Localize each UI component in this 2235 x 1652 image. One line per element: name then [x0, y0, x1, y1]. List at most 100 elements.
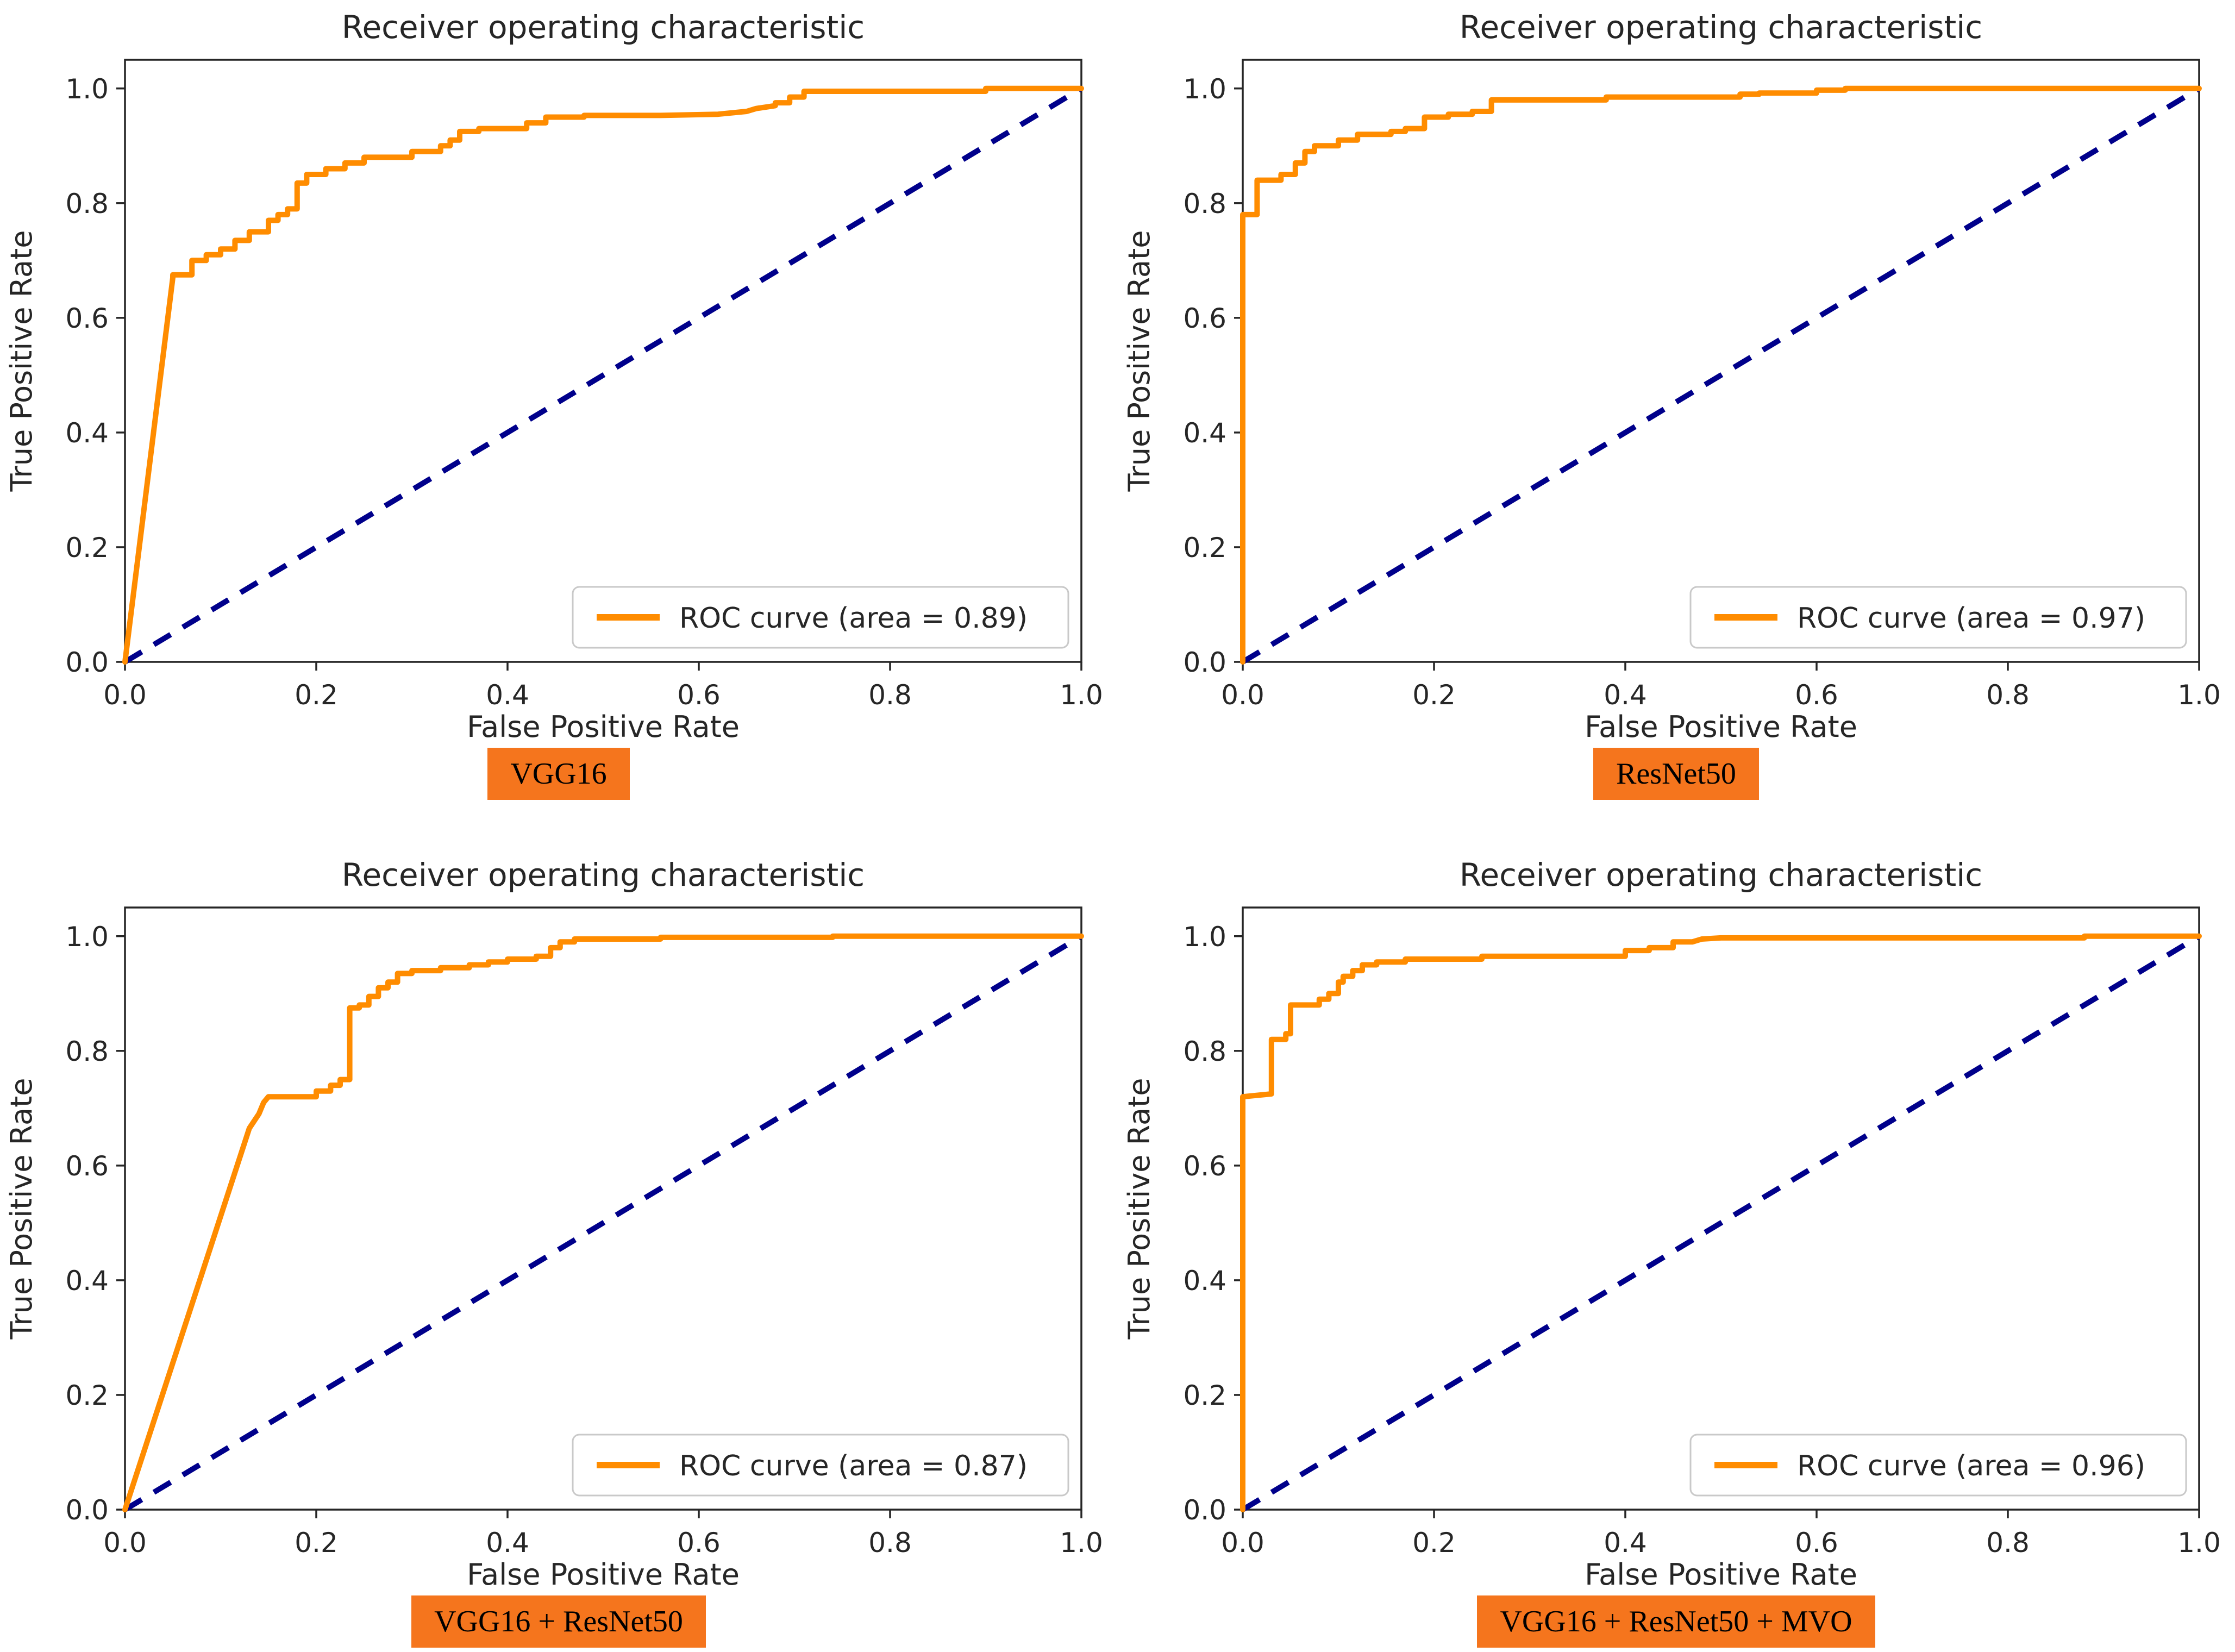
- x-axis-label: False Positive Rate: [467, 1557, 740, 1591]
- x-tick-label: 0.6: [677, 1527, 721, 1559]
- plot-frame: [124, 59, 1082, 663]
- x-tick-label: 1.0: [1060, 1527, 1103, 1559]
- roc-chart-vgg16: Receiver operating characteristic True Po…: [4, 9, 1103, 743]
- x-tick-label: 0.6: [1795, 1527, 1838, 1559]
- y-tick-label: 0.8: [1183, 188, 1226, 220]
- roc-panel-vgg16-resnet50-mvo: Receiver operating characteristic True Po…: [1117, 848, 2235, 1652]
- chance-diagonal-line: [123, 934, 1083, 1512]
- x-axis-label: False Positive Rate: [1585, 710, 1857, 743]
- y-tick-label: 0.0: [65, 647, 109, 678]
- x-tick-label: 1.0: [1060, 679, 1103, 711]
- y-tick-label: 0.4: [65, 1265, 109, 1297]
- x-tick-label: 0.4: [1604, 1527, 1647, 1559]
- legend-label: ROC curve (area = 0.89): [679, 602, 1028, 635]
- y-tick-label: 0.4: [1183, 417, 1226, 449]
- y-tick-label: 1.0: [65, 73, 109, 105]
- x-tick-label: 0.2: [1412, 679, 1456, 711]
- model-badge-resnet50: ResNet50: [1593, 748, 1759, 800]
- y-tick-label: 0.8: [1183, 1036, 1226, 1067]
- model-badge-vgg16-resnet50-mvo: VGG16 + ResNet50 + MVO: [1477, 1595, 1875, 1648]
- y-tick-label: 0.0: [1183, 647, 1226, 678]
- badge-row: VGG16 + ResNet50 + MVO: [1117, 1595, 2235, 1648]
- model-badge-vgg16-resnet50: VGG16 + ResNet50: [411, 1595, 706, 1648]
- y-tick-label: 0.8: [65, 188, 109, 220]
- x-tick-label: 0.0: [103, 1527, 147, 1559]
- legend-frame: [1689, 586, 2187, 649]
- x-tick-label: 0.6: [677, 679, 721, 711]
- chart-title: Receiver operating characteristic: [342, 856, 865, 893]
- legend-box: ROC curve (area = 0.89): [572, 586, 1069, 649]
- y-tick-label: 0.2: [1183, 1380, 1226, 1411]
- y-tick-label: 0.0: [1183, 1494, 1226, 1526]
- legend-label: ROC curve (area = 0.97): [1797, 602, 2145, 635]
- roc-panel-resnet50: Receiver operating characteristic True Po…: [1117, 0, 2235, 848]
- chart-title: Receiver operating characteristic: [1459, 9, 1982, 46]
- x-tick-label: 0.2: [1412, 1527, 1456, 1559]
- chart-title: Receiver operating characteristic: [342, 9, 865, 46]
- roc-chart-vgg16-resnet50-mvo: Receiver operating characteristic True Po…: [1122, 856, 2221, 1591]
- chart-title: Receiver operating characteristic: [1459, 856, 1982, 893]
- x-axis-label: False Positive Rate: [467, 710, 740, 743]
- plot-frame: [1241, 906, 2200, 1511]
- chance-diagonal-line: [1241, 934, 2201, 1512]
- legend-frame: [1689, 1434, 2187, 1497]
- legend-box: ROC curve (area = 0.87): [572, 1434, 1069, 1497]
- roc-curve-line: [1239, 933, 2202, 1512]
- y-axis-label: True Positive Rate: [1122, 1078, 1156, 1340]
- y-tick-label: 1.0: [1183, 921, 1226, 953]
- chance-diagonal-line: [123, 86, 1083, 665]
- badge-row: VGG16: [0, 748, 1117, 800]
- legend-box: ROC curve (area = 0.96): [1689, 1434, 2187, 1497]
- plot-frame: [1241, 59, 2200, 663]
- x-tick-label: 1.0: [2177, 1527, 2221, 1559]
- y-tick-label: 0.2: [65, 532, 109, 564]
- x-tick-label: 0.0: [1221, 1527, 1264, 1559]
- x-tick-label: 0.0: [103, 679, 147, 711]
- y-tick-label: 0.6: [65, 1150, 109, 1182]
- y-tick-label: 0.4: [1183, 1265, 1226, 1297]
- legend-label: ROC curve (area = 0.87): [679, 1450, 1028, 1482]
- roc-curve-line: [1239, 85, 2202, 665]
- x-tick-label: 0.2: [295, 1527, 338, 1559]
- x-tick-label: 0.8: [868, 1527, 912, 1559]
- x-tick-label: 0.2: [295, 679, 338, 711]
- y-tick-label: 0.4: [65, 417, 109, 449]
- legend-frame: [572, 586, 1069, 649]
- x-tick-label: 0.4: [1604, 679, 1647, 711]
- y-tick-label: 0.6: [1183, 1150, 1226, 1182]
- x-tick-label: 1.0: [2177, 679, 2221, 711]
- badge-row: ResNet50: [1117, 748, 2235, 800]
- badge-row: VGG16 + ResNet50: [0, 1595, 1117, 1648]
- y-axis-label: True Positive Rate: [4, 230, 39, 492]
- roc-curve-line: [122, 933, 1084, 1512]
- roc-curve-line: [122, 85, 1084, 665]
- y-tick-label: 1.0: [65, 921, 109, 953]
- chance-diagonal-line: [1241, 86, 2201, 665]
- legend-box: ROC curve (area = 0.97): [1689, 586, 2187, 649]
- legend-frame: [572, 1434, 1069, 1497]
- roc-chart-resnet50: Receiver operating characteristic True Po…: [1122, 9, 2221, 743]
- x-tick-label: 0.8: [1986, 1527, 2030, 1559]
- y-tick-label: 0.2: [65, 1380, 109, 1411]
- y-tick-label: 0.0: [65, 1494, 109, 1526]
- x-axis-label: False Positive Rate: [1585, 1557, 1857, 1591]
- y-tick-label: 0.6: [65, 303, 109, 334]
- x-tick-label: 0.4: [486, 679, 529, 711]
- model-badge-vgg16: VGG16: [487, 748, 630, 800]
- y-axis-label: True Positive Rate: [4, 1078, 39, 1340]
- y-tick-label: 0.8: [65, 1036, 109, 1067]
- y-tick-label: 0.6: [1183, 303, 1226, 334]
- roc-chart-vgg16-resnet50: Receiver operating characteristic True Po…: [4, 856, 1103, 1591]
- legend-label: ROC curve (area = 0.96): [1797, 1450, 2145, 1482]
- x-tick-label: 0.0: [1221, 679, 1264, 711]
- x-tick-label: 0.8: [1986, 679, 2030, 711]
- y-tick-label: 1.0: [1183, 73, 1226, 105]
- plot-frame: [124, 906, 1082, 1511]
- x-tick-label: 0.8: [868, 679, 912, 711]
- roc-panel-vgg16-resnet50: Receiver operating characteristic True Po…: [0, 848, 1117, 1652]
- y-axis-label: True Positive Rate: [1122, 230, 1156, 492]
- roc-panel-vgg16: Receiver operating characteristic True Po…: [0, 0, 1117, 848]
- x-tick-label: 0.6: [1795, 679, 1838, 711]
- x-tick-label: 0.4: [486, 1527, 529, 1559]
